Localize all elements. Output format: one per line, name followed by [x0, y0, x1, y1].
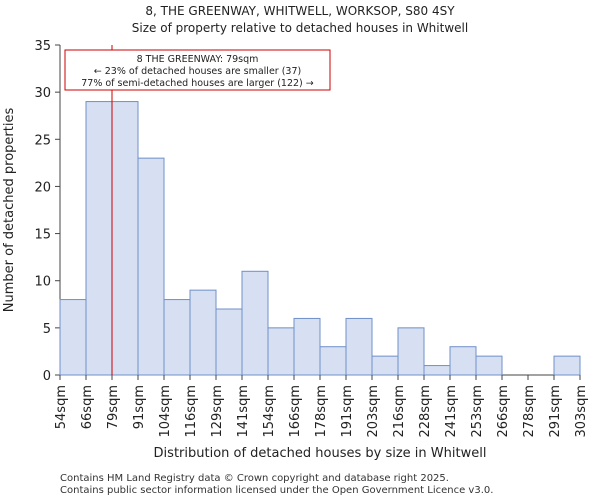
x-tick-label: 216sqm [392, 385, 407, 438]
histogram-bar [449, 346, 477, 376]
x-tick-label: 191sqm [340, 385, 355, 438]
x-tick-label: 79sqm [106, 385, 121, 429]
x-tick-label: 141sqm [236, 385, 251, 438]
x-tick-label: 291sqm [548, 385, 563, 438]
x-axis-label: Distribution of detached houses by size … [154, 446, 487, 461]
footer-line-2: Contains public sector information licen… [60, 485, 494, 496]
annotation-line-3: 77% of semi-detached houses are larger (… [81, 78, 314, 89]
chart-title: 8, THE GREENWAY, WHITWELL, WORKSOP, S80 … [145, 4, 455, 18]
histogram-bar [85, 101, 113, 376]
histogram-bar [241, 270, 269, 376]
x-tick-label: 203sqm [366, 385, 381, 438]
x-tick-label: 129sqm [210, 385, 225, 438]
y-tick-label: 30 [34, 86, 51, 101]
x-tick-label: 253sqm [470, 385, 485, 438]
x-tick-label: 178sqm [314, 385, 329, 438]
histogram-bar [397, 327, 425, 376]
x-tick-label: 104sqm [158, 385, 173, 438]
y-tick-label: 15 [34, 228, 51, 243]
x-tick-label: 228sqm [418, 385, 433, 438]
footer-line-1: Contains HM Land Registry data © Crown c… [60, 473, 449, 484]
x-tick-label: 66sqm [80, 385, 95, 429]
y-tick-label: 25 [34, 133, 51, 148]
histogram-bar [111, 101, 139, 376]
x-tick-label: 303sqm [574, 385, 589, 438]
histogram-bar [137, 157, 165, 376]
x-tick-label: 54sqm [54, 385, 69, 429]
y-axis-label: Number of detached properties [2, 108, 17, 313]
x-tick-label: 166sqm [288, 385, 303, 438]
histogram-bar [267, 327, 295, 376]
x-tick-label: 154sqm [262, 385, 277, 438]
histogram-bar [553, 355, 581, 376]
x-tick-label: 278sqm [522, 385, 537, 438]
y-tick-label: 0 [43, 369, 51, 384]
x-tick-label: 116sqm [184, 385, 199, 438]
histogram-bar [215, 308, 243, 376]
histogram-bar [293, 317, 321, 376]
chart-subtitle: Size of property relative to detached ho… [131, 21, 469, 35]
histogram-bar [345, 317, 373, 376]
x-tick-label: 266sqm [496, 385, 511, 438]
histogram-bar [475, 355, 503, 376]
x-tick-label: 91sqm [132, 385, 147, 429]
y-tick-label: 20 [34, 180, 51, 195]
annotation-box [64, 49, 331, 91]
x-tick-label: 241sqm [444, 385, 459, 438]
histogram-bar [189, 289, 217, 376]
histogram-bar [423, 365, 451, 376]
y-tick-label: 35 [34, 39, 51, 54]
histogram-bar [163, 299, 191, 376]
histogram-bar [319, 346, 347, 376]
histogram-bar [59, 299, 87, 376]
histogram-bar [371, 355, 399, 376]
annotation-line-2: ← 23% of detached houses are smaller (37… [94, 66, 301, 77]
y-tick-label: 5 [43, 322, 51, 337]
annotation-line-1: 8 THE GREENWAY: 79sqm [137, 54, 259, 65]
y-tick-label: 10 [34, 275, 51, 290]
